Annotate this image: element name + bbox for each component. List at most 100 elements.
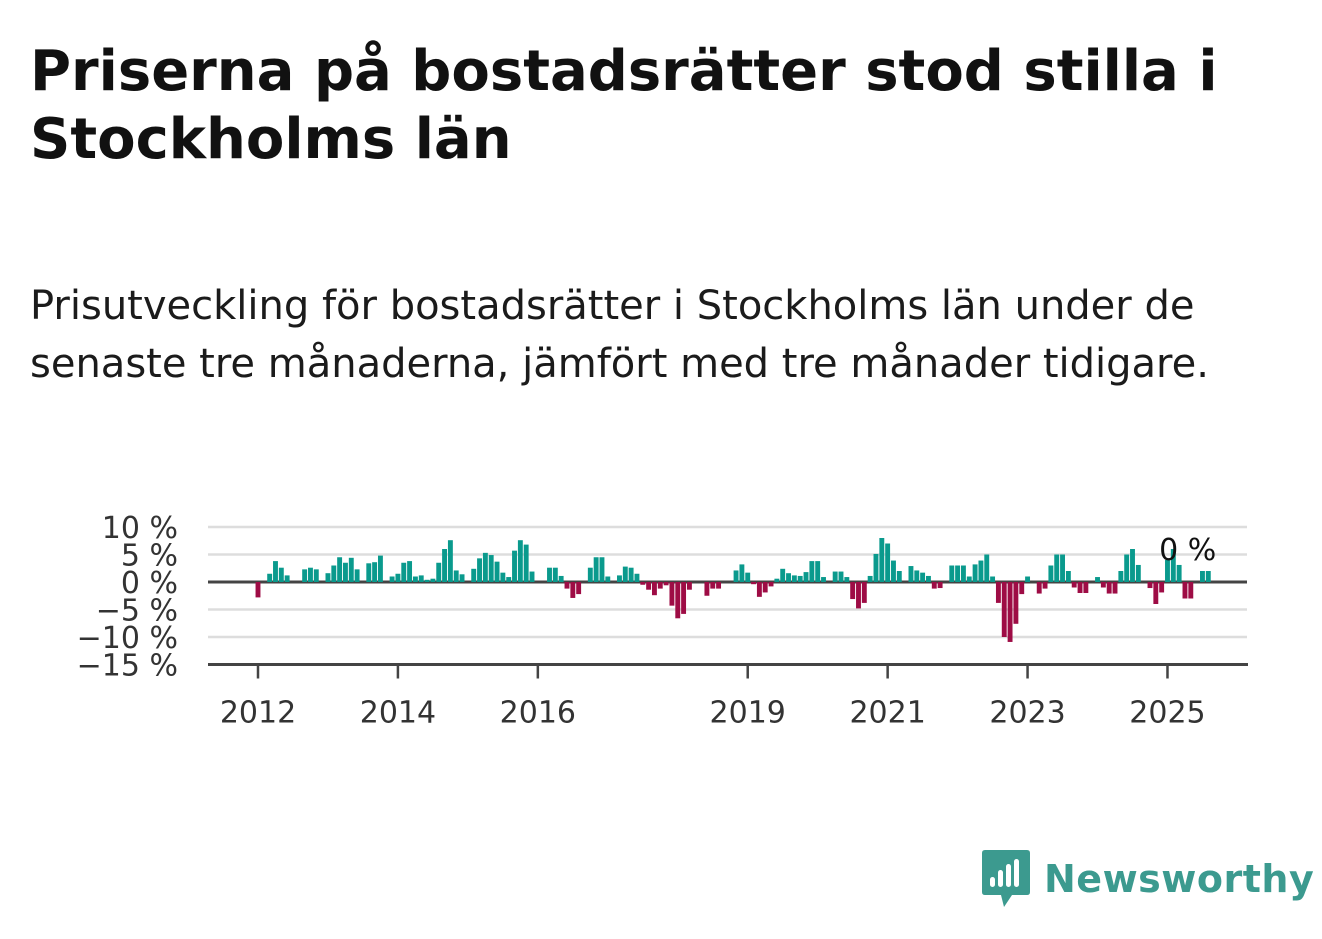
chart-subtitle: Prisutveckling för bostadsrätter i Stock… — [30, 283, 1209, 387]
bar — [255, 582, 261, 598]
bar — [1071, 582, 1077, 588]
x-tick-label: 2019 — [710, 696, 786, 731]
bar — [517, 540, 523, 582]
bar — [313, 569, 319, 582]
bar — [302, 569, 308, 582]
bar — [651, 582, 657, 596]
bar — [995, 582, 1001, 603]
bar — [937, 582, 943, 589]
bar — [972, 564, 978, 582]
bar — [1077, 582, 1083, 593]
bar — [1182, 582, 1188, 599]
bar — [640, 582, 646, 585]
bar — [949, 565, 955, 582]
newsworthy-logo-icon — [982, 850, 1030, 907]
bar — [780, 568, 786, 582]
gridlines — [208, 525, 1247, 639]
bar — [990, 576, 996, 582]
bar — [867, 575, 873, 582]
bar — [418, 575, 424, 582]
bar — [1019, 582, 1025, 595]
bar — [1118, 571, 1124, 582]
bar — [861, 582, 867, 603]
bar — [1159, 582, 1165, 593]
bar — [587, 567, 593, 582]
bar — [552, 567, 558, 582]
bar — [669, 582, 675, 606]
bar — [1130, 549, 1135, 582]
bar — [1176, 564, 1182, 582]
bar — [1083, 582, 1089, 593]
bar — [593, 557, 599, 582]
bar — [337, 557, 343, 582]
bar — [809, 561, 815, 582]
bar — [1100, 582, 1106, 588]
bar — [407, 561, 413, 582]
bar — [646, 582, 652, 590]
x-tick-label: 2014 — [360, 696, 436, 731]
bar — [500, 572, 506, 582]
bar — [325, 573, 331, 582]
bar — [447, 540, 453, 582]
bar — [774, 578, 780, 582]
bar — [1147, 582, 1153, 589]
bar — [1036, 582, 1042, 594]
bar — [576, 582, 582, 595]
bar — [745, 572, 751, 582]
bar — [488, 555, 494, 582]
x-tick-label: 2025 — [1129, 696, 1205, 731]
brand-name: Newsworthy — [1044, 857, 1315, 901]
bar — [1042, 582, 1048, 589]
newsworthy-logo: Newsworthy — [982, 850, 1314, 908]
bar — [675, 582, 681, 619]
bar — [424, 579, 430, 582]
bar — [791, 575, 797, 582]
bar — [477, 558, 482, 582]
bar — [494, 561, 500, 582]
bar — [377, 555, 383, 582]
x-tick-label: 2016 — [500, 696, 576, 731]
bar — [1153, 582, 1159, 604]
bar — [797, 575, 803, 582]
bar — [558, 575, 564, 582]
bar — [348, 557, 354, 582]
bar — [1124, 554, 1130, 582]
bar — [308, 567, 313, 582]
bar — [564, 582, 570, 589]
bar — [1112, 582, 1118, 594]
bar — [803, 572, 809, 582]
bar — [856, 582, 861, 609]
bar — [838, 571, 844, 582]
bar — [1188, 582, 1194, 599]
bar — [529, 571, 535, 582]
bar — [955, 565, 961, 582]
bar — [628, 567, 634, 582]
bar — [850, 582, 856, 600]
bar — [960, 565, 966, 582]
bar — [1135, 564, 1141, 582]
bar — [1106, 582, 1112, 594]
x-tick-label: 2021 — [849, 696, 925, 731]
bar — [1001, 582, 1007, 637]
bar — [343, 562, 348, 582]
bar — [733, 570, 739, 582]
bar — [716, 582, 722, 589]
bar — [815, 561, 821, 582]
bar — [622, 566, 628, 582]
bar — [453, 570, 459, 582]
bar — [821, 577, 826, 582]
bar — [756, 582, 762, 597]
bar — [1200, 571, 1205, 582]
bar — [786, 573, 791, 582]
bar — [686, 582, 692, 590]
bar — [617, 575, 622, 582]
bar — [1025, 576, 1031, 582]
bar — [1065, 571, 1071, 582]
last-value-annotation: 0 % — [1159, 533, 1216, 568]
bar — [605, 576, 611, 582]
bar — [1054, 554, 1060, 582]
bar — [1170, 549, 1176, 582]
bar — [704, 582, 710, 596]
bar — [1060, 554, 1065, 582]
y-tick-label: −10 % — [77, 621, 178, 656]
